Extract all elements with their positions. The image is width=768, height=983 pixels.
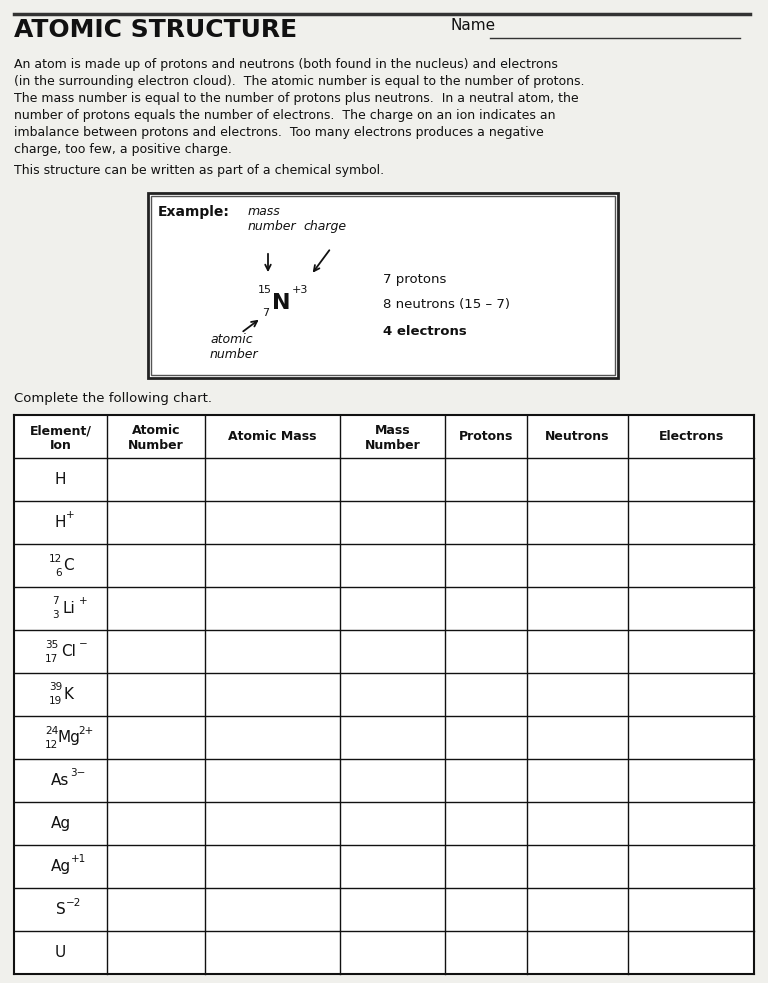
- Text: This structure can be written as part of a chemical symbol.: This structure can be written as part of…: [14, 164, 384, 177]
- Text: An atom is made up of protons and neutrons (both found in the nucleus) and elect: An atom is made up of protons and neutro…: [14, 58, 558, 71]
- Text: Electrons: Electrons: [658, 430, 723, 443]
- Text: +: +: [66, 510, 74, 521]
- Text: +3: +3: [292, 285, 309, 295]
- Text: atomic: atomic: [210, 333, 253, 346]
- Text: Complete the following chart.: Complete the following chart.: [14, 392, 212, 405]
- Text: H: H: [55, 515, 66, 530]
- Text: 12: 12: [48, 553, 62, 563]
- Text: Mass: Mass: [375, 424, 410, 437]
- Text: 39: 39: [48, 682, 62, 692]
- Text: Atomic Mass: Atomic Mass: [228, 430, 316, 443]
- Text: Element/: Element/: [29, 424, 91, 437]
- Text: C: C: [63, 558, 74, 573]
- Text: 7: 7: [52, 597, 58, 607]
- Text: 7 protons: 7 protons: [383, 273, 446, 286]
- Text: imbalance between protons and electrons.  Too many electrons produces a negative: imbalance between protons and electrons.…: [14, 126, 544, 139]
- Text: S: S: [55, 902, 65, 917]
- Text: U: U: [55, 945, 66, 960]
- Text: Neutrons: Neutrons: [545, 430, 610, 443]
- Text: 2+: 2+: [78, 725, 94, 735]
- Text: (in the surrounding electron cloud).  The atomic number is equal to the number o: (in the surrounding electron cloud). The…: [14, 75, 584, 88]
- Text: +1: +1: [71, 854, 86, 864]
- Bar: [148, 193, 618, 378]
- Text: Name: Name: [450, 18, 495, 33]
- Bar: [151, 196, 615, 375]
- Text: 17: 17: [45, 654, 58, 664]
- Text: −2: −2: [66, 897, 81, 907]
- Text: 15: 15: [258, 285, 272, 295]
- Text: Li: Li: [62, 601, 74, 616]
- Text: Example:: Example:: [158, 205, 230, 219]
- Text: 19: 19: [48, 697, 62, 707]
- Text: K: K: [64, 687, 74, 702]
- Text: number: number: [210, 348, 259, 361]
- Bar: [14, 415, 754, 974]
- Text: 35: 35: [45, 640, 58, 650]
- Text: mass: mass: [248, 205, 281, 218]
- Text: Atomic: Atomic: [132, 424, 180, 437]
- Text: Number: Number: [365, 439, 420, 452]
- Text: −: −: [78, 640, 88, 650]
- Text: Protons: Protons: [458, 430, 513, 443]
- Text: charge: charge: [303, 220, 346, 233]
- Text: 3: 3: [52, 610, 58, 620]
- Text: 8 neutrons (15 – 7): 8 neutrons (15 – 7): [383, 298, 510, 311]
- Text: Cl: Cl: [61, 644, 76, 659]
- Text: Mg: Mg: [57, 730, 80, 745]
- Text: number: number: [248, 220, 296, 233]
- Text: ATOMIC STRUCTURE: ATOMIC STRUCTURE: [14, 18, 297, 42]
- Text: 7: 7: [262, 308, 269, 318]
- Text: Ag: Ag: [51, 816, 71, 831]
- Text: 4 electrons: 4 electrons: [383, 325, 467, 338]
- Text: Number: Number: [128, 439, 184, 452]
- Text: As: As: [51, 773, 70, 788]
- Text: 24: 24: [45, 725, 58, 735]
- Text: The mass number is equal to the number of protons plus neutrons.  In a neutral a: The mass number is equal to the number o…: [14, 92, 578, 105]
- Text: H: H: [55, 472, 66, 487]
- Text: 6: 6: [55, 567, 62, 577]
- Text: 12: 12: [45, 739, 58, 749]
- Text: 3−: 3−: [71, 769, 86, 779]
- Text: Ag: Ag: [51, 859, 71, 874]
- Text: charge, too few, a positive charge.: charge, too few, a positive charge.: [14, 143, 232, 156]
- Text: N: N: [272, 293, 290, 313]
- Text: Ion: Ion: [50, 439, 71, 452]
- Text: number of protons equals the number of electrons.  The charge on an ion indicate: number of protons equals the number of e…: [14, 109, 555, 122]
- Text: +: +: [78, 597, 87, 607]
